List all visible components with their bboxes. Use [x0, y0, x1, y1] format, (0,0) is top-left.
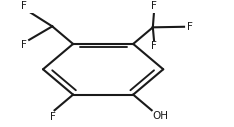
Text: F: F	[21, 40, 27, 50]
Text: F: F	[51, 112, 56, 122]
Text: F: F	[21, 1, 27, 11]
Text: OH: OH	[153, 111, 169, 121]
Text: F: F	[151, 41, 157, 51]
Text: F: F	[187, 22, 193, 32]
Text: F: F	[151, 1, 157, 11]
